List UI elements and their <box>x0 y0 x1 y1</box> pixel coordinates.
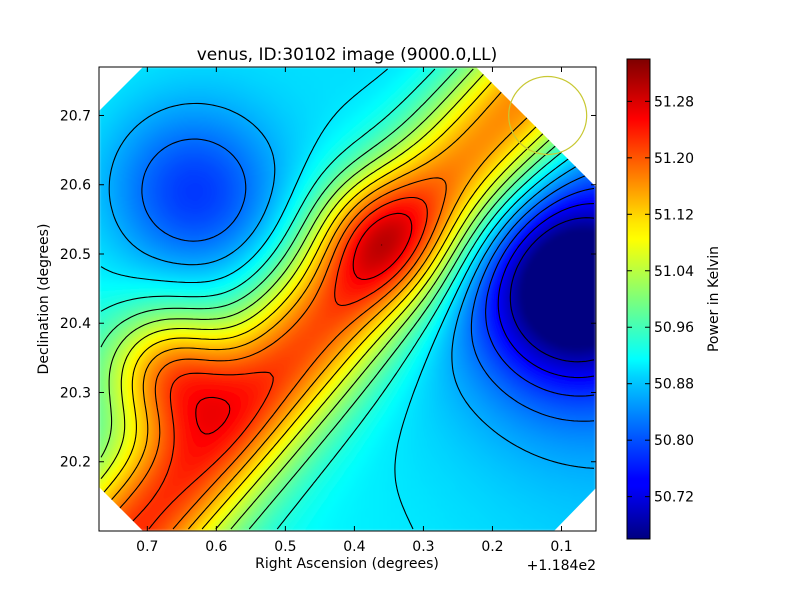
x-tick-label-5: 0.2 <box>481 539 503 555</box>
x-offset-label: +1.184e2 <box>527 558 596 574</box>
colorbar-tick-label-5: 50.88 <box>654 377 694 393</box>
heatmap-image <box>99 67 596 531</box>
contour-level-12 <box>100 177 447 530</box>
y-tick-label-3: 20.5 <box>60 247 91 263</box>
colorbar-tick-label-0: 51.28 <box>654 94 694 110</box>
y-axis: 20.2 20.3 20.4 20.5 20.6 20.7 <box>60 108 596 471</box>
x-tick-label-6: 0.1 <box>550 539 572 555</box>
chart-title: venus, ID:30102 image (9000.0,LL) <box>197 45 498 65</box>
x-tick-label-3: 0.4 <box>343 539 365 555</box>
contour-level-4 <box>108 102 595 469</box>
colorbar-tick-label-2: 51.12 <box>654 207 694 223</box>
x-tick-label-2: 0.5 <box>274 539 296 555</box>
plot-frame <box>98 66 597 532</box>
contour-level-14 <box>195 212 413 435</box>
colorbar-ticks: 51.28 51.20 51.12 51.04 50.96 50.88 50.80 50.72 <box>627 94 694 506</box>
y-tick-label-2: 20.4 <box>60 316 91 332</box>
contour-level-13 <box>124 196 428 530</box>
y-tick-label-4: 20.6 <box>60 178 91 194</box>
y-tick-label-1: 20.3 <box>60 385 91 401</box>
colorbar-tick-label-1: 51.20 <box>654 151 694 167</box>
x-tick-label-0: 0.7 <box>136 539 158 555</box>
x-tick-label-1: 0.6 <box>205 539 227 555</box>
contour-level-0 <box>509 217 595 363</box>
contour-level-1 <box>497 203 595 379</box>
colorbar: 51.28 51.20 51.12 51.04 50.96 50.88 50.80 50.72… <box>626 58 722 540</box>
beam-marker <box>508 75 588 156</box>
contour-level-3 <box>141 138 595 422</box>
colorbar-tick-label-7: 50.72 <box>654 490 694 506</box>
colorbar-tick-label-6: 50.80 <box>654 433 694 449</box>
y-tick-label-5: 20.7 <box>60 108 91 124</box>
x-axis: 0.7 0.6 0.5 0.4 0.3 0.2 0.1 <box>136 67 573 555</box>
heatmap <box>99 67 596 531</box>
colorbar-label: Power in Kelvin <box>706 246 722 352</box>
y-axis-label: Declination (degrees) <box>36 224 52 375</box>
x-tick-label-4: 0.3 <box>412 539 434 555</box>
colorbar-gradient <box>626 58 651 540</box>
colorbar-tick-label-4: 50.96 <box>654 320 694 336</box>
y-tick-label-0: 20.2 <box>60 455 91 471</box>
x-axis-label: Right Ascension (degrees) <box>255 556 439 572</box>
contour-level-2 <box>485 187 595 397</box>
colorbar-tick-label-3: 51.04 <box>654 264 694 280</box>
